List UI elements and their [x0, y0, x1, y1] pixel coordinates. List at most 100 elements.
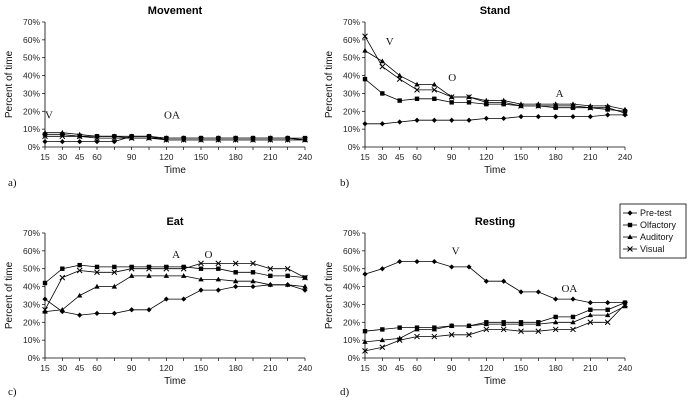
data-point	[553, 296, 559, 302]
data-point	[267, 137, 274, 143]
data-point	[250, 260, 256, 267]
x-tick-label: 45	[75, 152, 85, 162]
data-point	[552, 103, 559, 109]
series-auditory	[362, 303, 628, 344]
data-point	[76, 133, 83, 140]
x-tick-label: 120	[159, 152, 173, 162]
chart-title: Resting	[475, 216, 515, 228]
data-point	[146, 135, 152, 141]
data-point	[535, 289, 541, 295]
series-line	[44, 264, 306, 284]
legend-label: Pre-test	[640, 208, 672, 218]
annotation-label: O	[204, 249, 212, 261]
annotation-label: V	[386, 36, 394, 48]
annotation-label: A	[172, 249, 180, 261]
data-point	[77, 312, 83, 318]
y-axis-label: Percent of time	[4, 261, 15, 329]
x-tick-label: 60	[412, 363, 422, 373]
data-point	[180, 265, 187, 272]
y-tick-label: 60%	[23, 35, 40, 45]
data-point	[164, 264, 169, 270]
x-tick-label: 15	[360, 152, 370, 162]
data-point	[111, 283, 118, 289]
data-point	[622, 106, 628, 112]
data-point	[449, 264, 455, 270]
data-point	[518, 289, 524, 295]
data-point	[622, 300, 628, 305]
series-line	[364, 305, 626, 343]
data-point	[570, 105, 576, 110]
data-point	[570, 319, 576, 325]
data-point	[233, 283, 239, 290]
data-point	[42, 306, 48, 313]
data-point	[379, 58, 386, 64]
data-point	[518, 114, 524, 120]
data-point	[250, 278, 256, 284]
data-point	[466, 117, 472, 123]
data-point	[396, 76, 403, 82]
data-point	[94, 139, 100, 145]
data-point	[180, 137, 187, 143]
data-point	[163, 137, 170, 143]
data-point	[605, 307, 610, 312]
data-point	[518, 321, 524, 327]
legend-item: Olfactory	[623, 220, 677, 230]
data-point	[466, 331, 472, 338]
y-tick-label: 50%	[343, 53, 360, 63]
data-point	[588, 307, 593, 312]
data-point	[553, 314, 558, 320]
x-tick-label: 150	[514, 152, 528, 162]
data-point	[535, 114, 541, 120]
annotation-label: V	[45, 109, 53, 121]
data-point	[77, 262, 82, 268]
data-point	[605, 107, 610, 112]
data-point	[466, 264, 472, 270]
data-point	[570, 103, 576, 109]
x-tick-label: 45	[395, 363, 405, 373]
y-tick-label: 0%	[348, 142, 361, 152]
legend-marker	[627, 246, 633, 252]
data-point	[397, 98, 402, 103]
y-tick-label: 50%	[23, 264, 40, 274]
data-point	[59, 306, 66, 312]
x-tick-label: 210	[583, 152, 597, 162]
data-point	[587, 312, 594, 318]
data-point	[198, 137, 204, 143]
data-point	[233, 270, 238, 275]
data-point	[379, 266, 385, 272]
data-point	[111, 139, 117, 145]
chart-panel-1: Stand 0% 10% 20% 30% 40% 50% 60% 70% 15 30 45 60 90 12…	[324, 5, 632, 189]
legend-marker	[627, 222, 633, 228]
x-tick-label: 90	[447, 152, 457, 162]
data-point	[362, 121, 368, 127]
data-point	[380, 91, 385, 96]
data-point	[250, 137, 256, 143]
x-axis-label: Time	[484, 376, 506, 387]
data-point	[604, 104, 611, 111]
data-point	[267, 265, 274, 272]
x-tick-label: 240	[618, 152, 632, 162]
data-point	[587, 114, 593, 120]
data-point	[216, 266, 221, 271]
data-point	[587, 319, 594, 326]
data-point	[432, 96, 437, 101]
data-point	[198, 260, 204, 267]
data-point	[622, 112, 628, 118]
panel-label: c)	[8, 386, 17, 398]
data-point	[552, 326, 559, 333]
chart-panel-3: Resting 0% 10% 20% 30% 40% 50% 60% 70% 15 30 45 60 90…	[324, 216, 632, 398]
data-point	[362, 271, 368, 277]
series-auditory	[42, 273, 308, 314]
data-point	[605, 300, 611, 306]
data-point	[76, 267, 83, 274]
data-point	[362, 33, 368, 40]
data-point	[59, 274, 66, 281]
data-point	[146, 273, 152, 278]
data-point	[397, 258, 403, 265]
series-visual	[362, 33, 628, 116]
x-tick-label: 180	[549, 363, 563, 373]
data-point	[232, 260, 239, 267]
data-point	[284, 265, 291, 272]
data-point	[362, 339, 368, 344]
data-point	[129, 264, 134, 270]
